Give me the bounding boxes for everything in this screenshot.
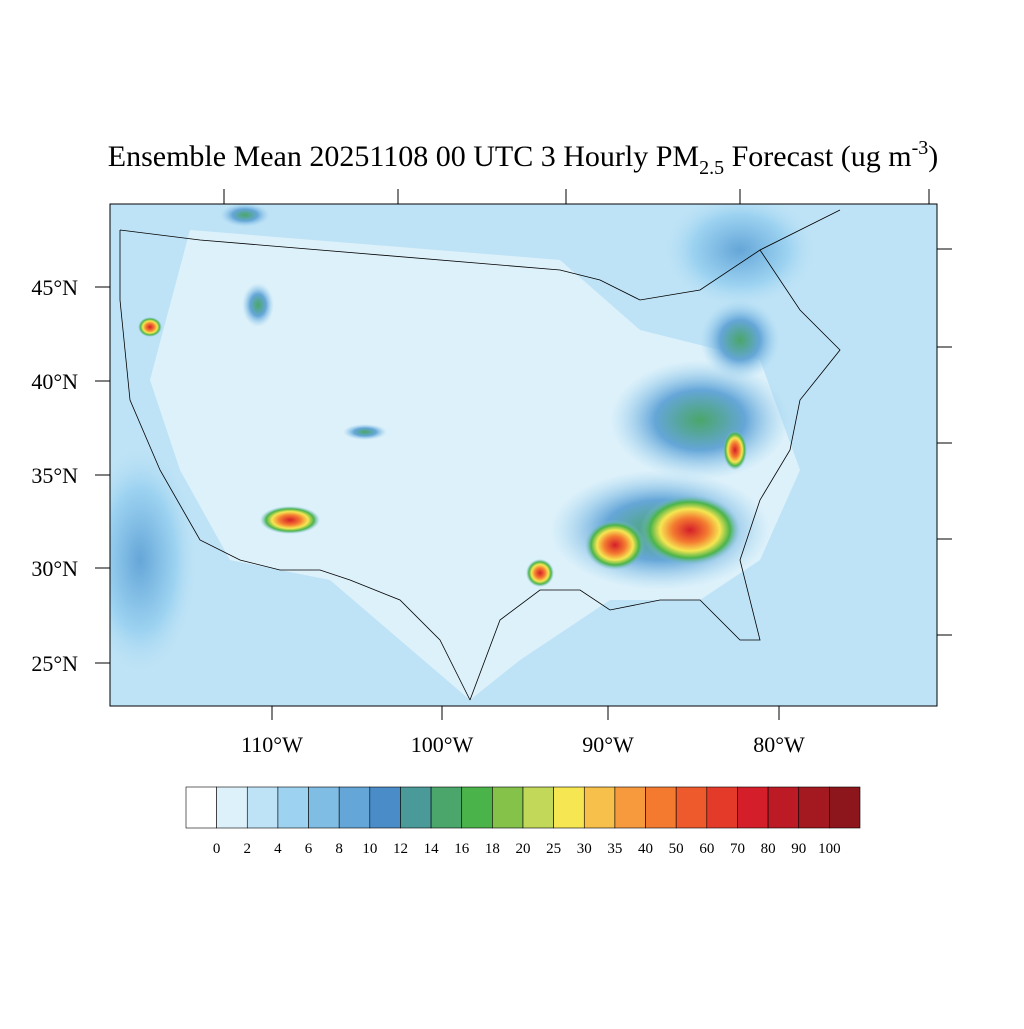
colorbar: 0 2 4 6 8 10 12 14 16 18 20 25 30 35 40 50 60 70 80 90 100 bbox=[185, 786, 861, 857]
colorbar-box bbox=[338, 786, 371, 829]
colorbar-label: 0 bbox=[213, 841, 221, 857]
colorbar-box bbox=[583, 786, 616, 829]
colorbar-label: 70 bbox=[730, 841, 745, 857]
colorbar-label: 12 bbox=[393, 841, 408, 857]
colorbar-label: 6 bbox=[305, 841, 313, 857]
colorbar-box bbox=[798, 786, 830, 829]
colorbar-box bbox=[522, 786, 554, 829]
colorbar-box bbox=[767, 786, 800, 829]
colorbar-label: 100 bbox=[818, 841, 841, 857]
colorbar-box bbox=[246, 786, 279, 829]
colorbar-label: 50 bbox=[669, 841, 684, 857]
colorbar-label: 16 bbox=[454, 841, 470, 857]
colorbar-label: 90 bbox=[791, 841, 806, 857]
colorbar-box bbox=[216, 786, 248, 829]
colorbar-box bbox=[706, 786, 738, 829]
lat-label: 30°N bbox=[31, 556, 78, 581]
colorbar-box bbox=[675, 786, 708, 829]
colorbar-label: 25 bbox=[546, 841, 561, 857]
colorbar-label: 8 bbox=[335, 841, 343, 857]
colorbar-label: 18 bbox=[485, 841, 500, 857]
colorbar-box bbox=[645, 786, 677, 829]
lon-label: 110°W bbox=[241, 732, 303, 757]
colorbar-box bbox=[308, 786, 340, 829]
colorbar-label: 35 bbox=[607, 841, 622, 857]
colorbar-box bbox=[492, 786, 524, 829]
colorbar-box bbox=[369, 786, 401, 829]
colorbar-label: 14 bbox=[424, 841, 440, 857]
colorbar-label: 80 bbox=[761, 841, 776, 857]
colorbar-box bbox=[277, 786, 309, 829]
lat-label: 45°N bbox=[31, 275, 78, 300]
colorbar-box bbox=[185, 786, 217, 829]
map-field bbox=[110, 204, 937, 706]
colorbar-label: 30 bbox=[577, 841, 592, 857]
colorbar-label: 2 bbox=[244, 841, 252, 857]
lon-label: 90°W bbox=[582, 732, 634, 757]
title: Ensemble Mean 20251108 00 UTC 3 Hourly P… bbox=[108, 137, 938, 179]
colorbar-box bbox=[829, 786, 861, 829]
colorbar-label: 60 bbox=[699, 841, 714, 857]
colorbar-label: 4 bbox=[274, 841, 282, 857]
lat-label: 40°N bbox=[31, 369, 78, 394]
colorbar-box bbox=[737, 786, 769, 829]
colorbar-box bbox=[614, 786, 646, 829]
colorbar-box bbox=[461, 786, 493, 829]
ticks bbox=[95, 189, 952, 720]
colorbar-box bbox=[553, 786, 585, 829]
colorbar-label: 20 bbox=[516, 841, 531, 857]
colorbar-box bbox=[430, 786, 463, 829]
lat-label: 35°N bbox=[31, 463, 78, 488]
lon-label: 80°W bbox=[753, 732, 805, 757]
map-frame bbox=[109, 203, 938, 707]
lon-label: 100°W bbox=[411, 732, 474, 757]
colorbar-box bbox=[400, 786, 432, 829]
colorbar-label: 10 bbox=[362, 841, 377, 857]
lat-label: 25°N bbox=[31, 651, 78, 676]
colorbar-label: 40 bbox=[638, 841, 653, 857]
